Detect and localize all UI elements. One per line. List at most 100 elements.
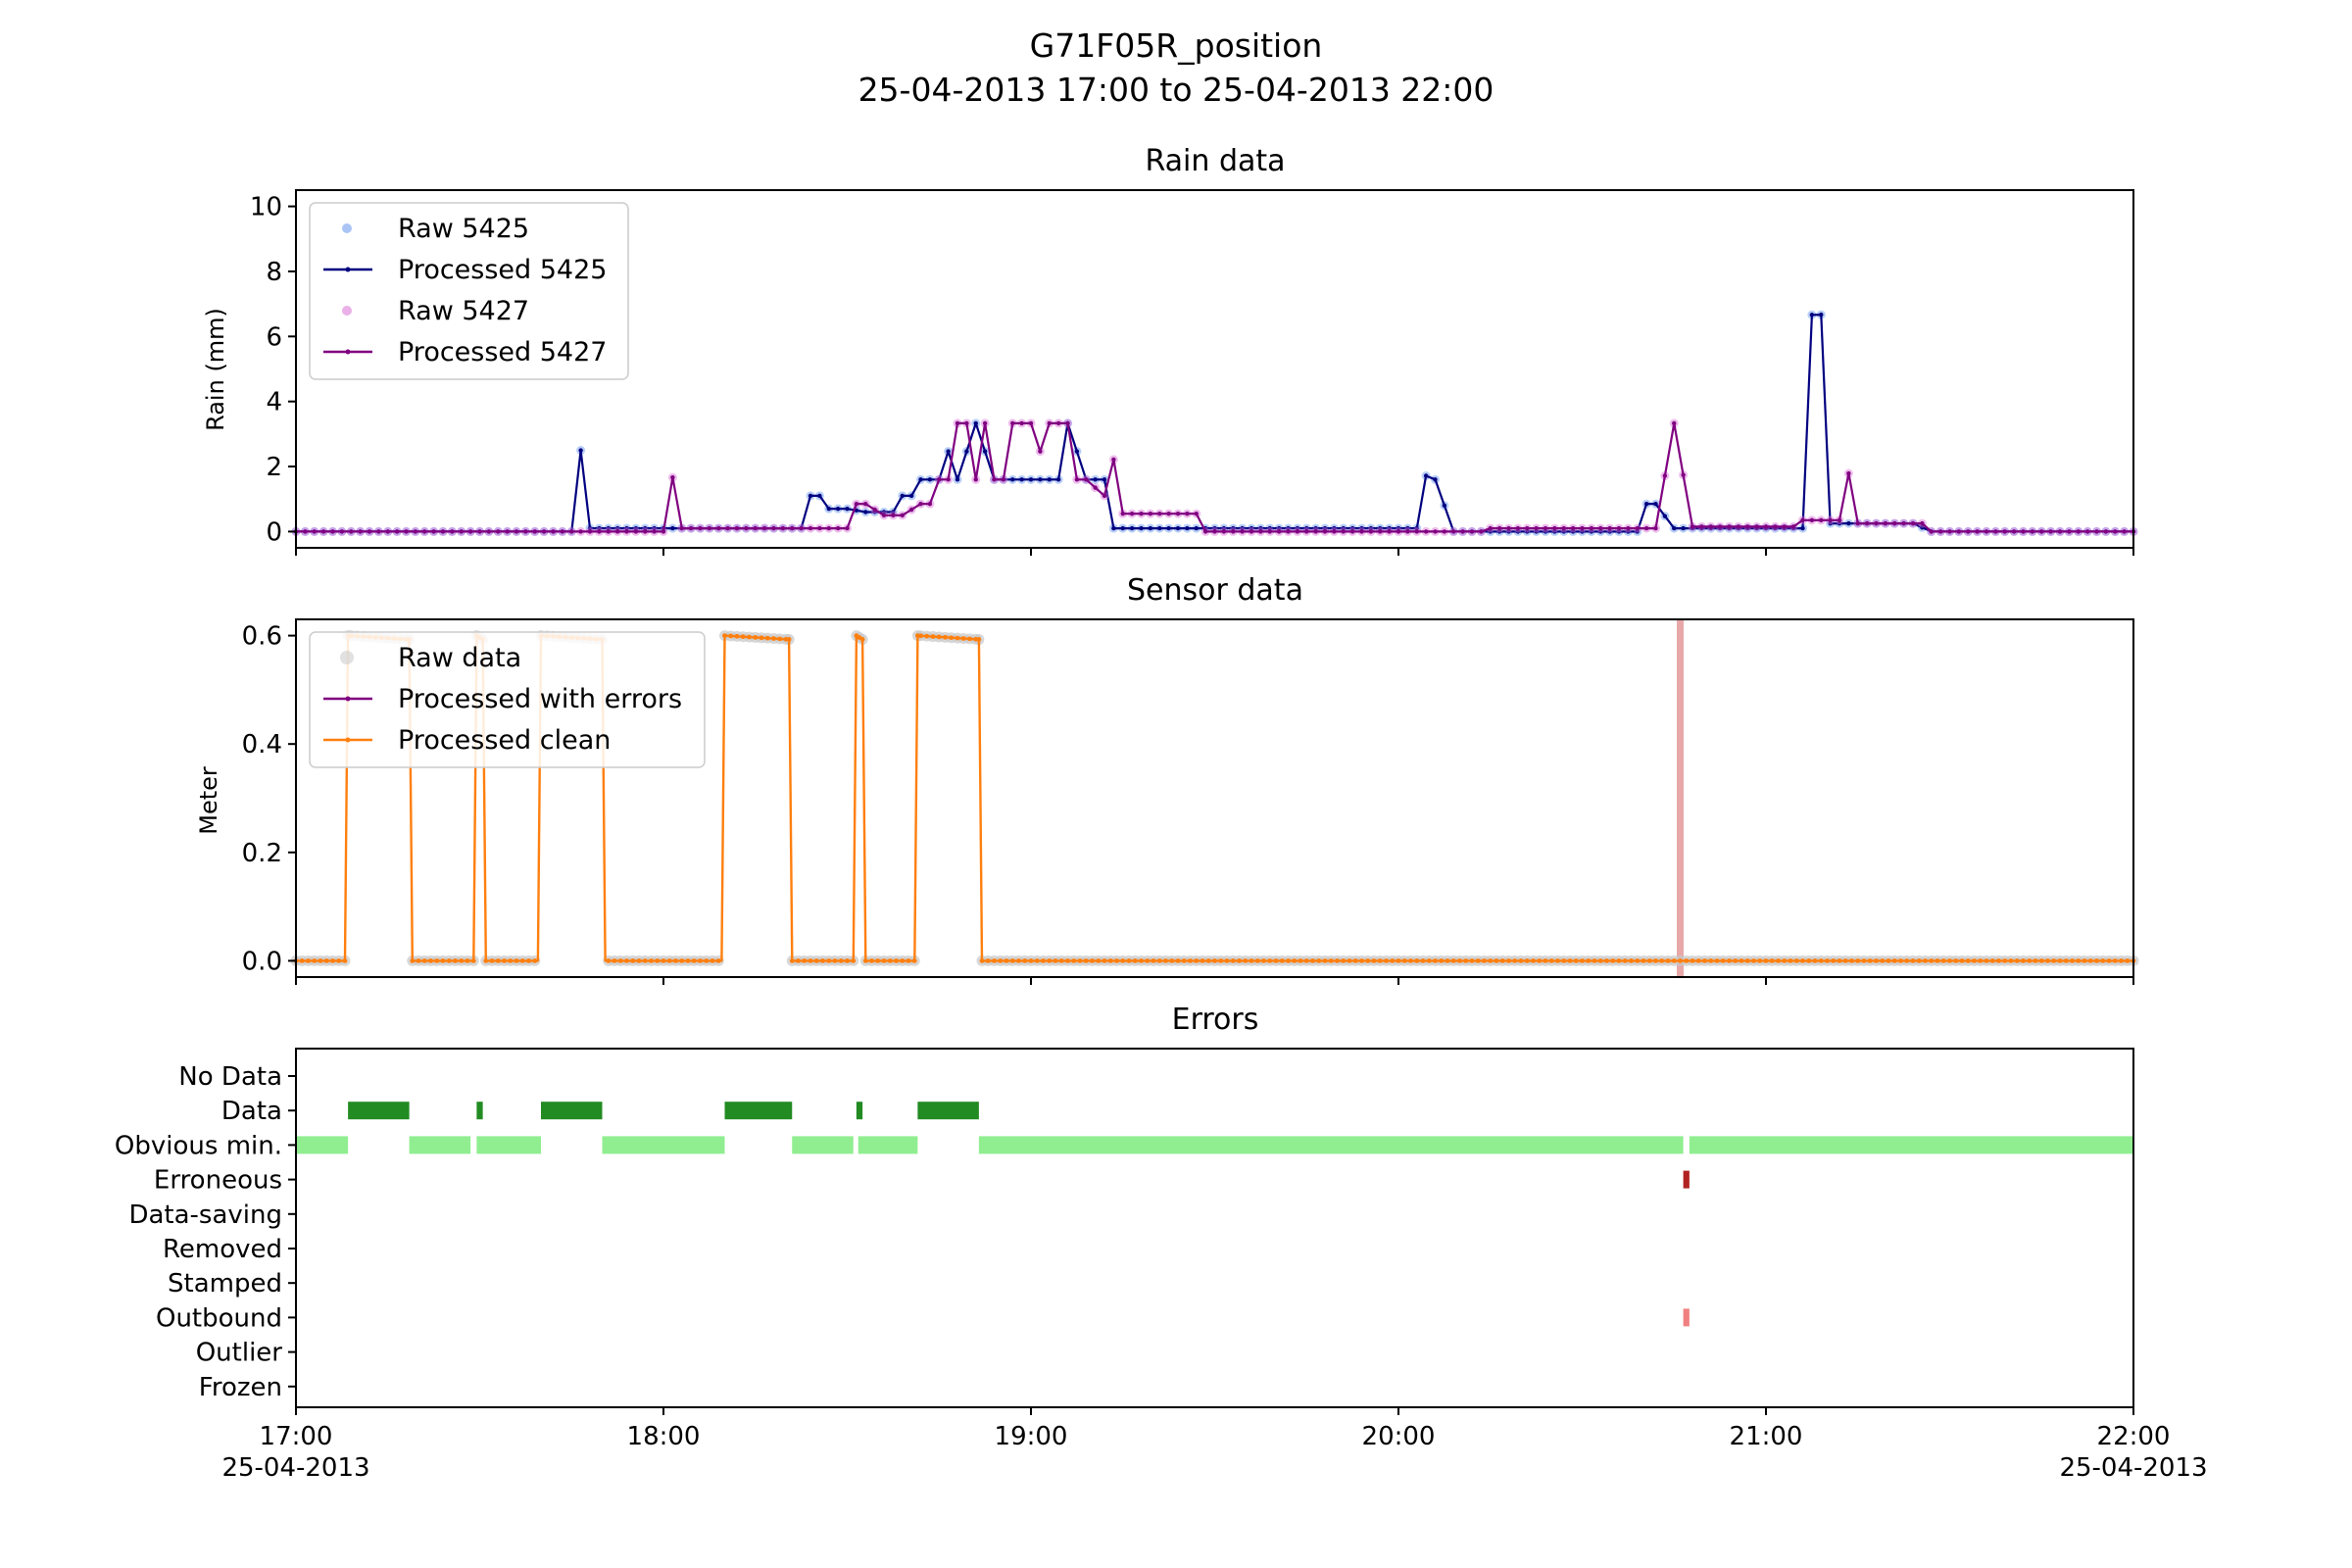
rain-processed-point-5427 (496, 529, 501, 534)
sensor-processed-clean-point (924, 633, 930, 639)
rain-processed-point-5425 (1598, 529, 1603, 534)
rain-processed-point-5427 (505, 529, 510, 534)
rain-processed-point-5427 (1047, 420, 1052, 426)
sensor-processed-clean-point (1371, 958, 1377, 963)
rain-processed-point-5427 (376, 529, 381, 534)
rain-processed-point-5427 (1258, 529, 1263, 534)
rain-processed-point-5425 (1231, 525, 1236, 531)
sensor-processed-clean-point (796, 958, 801, 963)
rain-processed-point-5427 (1901, 520, 1906, 526)
rain-processed-point-5425 (1570, 529, 1576, 534)
sensor-processed-clean-point (1849, 958, 1854, 963)
sensor-processed-clean-point (1488, 958, 1494, 963)
rain-processed-point-5425 (955, 477, 960, 482)
rain-processed-point-5427 (1249, 529, 1254, 534)
rain-processed-point-5427 (404, 529, 409, 534)
sensor-processed-clean-point (967, 636, 972, 642)
error-bar-obvious-min (792, 1136, 854, 1154)
sensor-processed-clean-point (832, 958, 838, 963)
rain-processed-point-5425 (982, 449, 988, 454)
rain-processed-point-5425 (863, 510, 868, 514)
rain-processed-point-5427 (1855, 520, 1860, 526)
sensor-processed-clean-point (1861, 958, 1867, 963)
rain-processed-point-5427 (1102, 493, 1107, 499)
rain-processed-point-5425 (1249, 525, 1254, 531)
sensor-processed-clean-point (1580, 958, 1585, 963)
sensor-processed-clean-point (1714, 958, 1720, 963)
sensor-processed-clean-point (617, 958, 623, 963)
sensor-plot-frame (295, 618, 2134, 978)
rain-processed-point-5427 (1221, 529, 1227, 534)
rain-processed-point-5427 (1396, 529, 1401, 534)
sensor-processed-clean-point (1249, 958, 1254, 963)
sensor-processed-clean-point (1898, 958, 1903, 963)
rain-processed-point-5425 (1111, 525, 1116, 531)
rain-legend-marker (342, 306, 352, 316)
sensor-processed-clean-point (1499, 958, 1505, 963)
rain-processed-point-5425 (578, 448, 583, 453)
sensor-processed-clean-point (1653, 958, 1658, 963)
rain-processed-point-5427 (330, 529, 335, 534)
sensor-processed-clean-point (1610, 958, 1616, 963)
sensor-processed-clean-point (630, 958, 636, 963)
rain-processed-point-5425 (1074, 449, 1080, 454)
rain-processed-point-5427 (349, 529, 354, 534)
sensor-processed-clean-point (1041, 958, 1046, 963)
rain-processed-point-5427 (2113, 529, 2118, 534)
rain-processed-point-5427 (1681, 472, 1686, 477)
sensor-processed-clean-point (318, 958, 323, 963)
rain-processed-point-5427 (1525, 525, 1530, 531)
sensor-processed-clean-point (789, 958, 795, 963)
rain-processed-point-5427 (1993, 529, 1998, 534)
rain-processed-point-5427 (808, 525, 813, 531)
rain-processed-point-5427 (1139, 511, 1144, 516)
rain-legend-label: Processed 5425 (398, 255, 607, 285)
sensor-processed-clean-point (1543, 958, 1548, 963)
sensor-processed-clean-point (661, 958, 666, 963)
sensor-processed-clean-point (1058, 958, 1064, 963)
sensor-processed-clean-point (336, 958, 342, 963)
sensor-processed-clean-point (2100, 958, 2106, 963)
rain-processed-point-5425 (1607, 529, 1612, 534)
sensor-processed-clean-point (1261, 958, 1266, 963)
x-tick-label: 17:00 (260, 1422, 333, 1451)
sensor-processed-clean-point (1940, 958, 1946, 963)
rain-processed-point-5427 (551, 529, 556, 534)
sensor-processed-clean-point (2087, 958, 2093, 963)
rain-processed-point-5425 (1157, 525, 1162, 531)
sensor-processed-clean-point (1842, 958, 1848, 963)
sensor-processed-clean-point (1684, 958, 1690, 963)
rain-processed-point-5425 (1010, 477, 1015, 482)
rain-processed-point-5427 (1460, 529, 1465, 534)
sensor-processed-clean-point (1635, 958, 1641, 963)
rain-processed-point-5427 (606, 529, 611, 534)
errors-category-label: Stamped (168, 1269, 282, 1298)
sensor-y-tick-label: 0.2 (242, 839, 282, 868)
sensor-processed-clean-point (1506, 958, 1511, 963)
rain-processed-point-5427 (1543, 525, 1548, 531)
rain-processed-point-5427 (1717, 524, 1723, 529)
sensor-processed-clean-point (1910, 958, 1916, 963)
rain-processed-point-5427 (440, 529, 446, 534)
rain-processed-point-5427 (1442, 529, 1447, 534)
sensor-processed-clean-point (495, 958, 501, 963)
sensor-processed-clean-point (1531, 958, 1536, 963)
rain-processed-point-5427 (1001, 477, 1006, 482)
sensor-processed-clean-point (943, 634, 948, 640)
sensor-processed-clean-point (2051, 958, 2057, 963)
rain-processed-point-5425 (1800, 525, 1805, 531)
rain-processed-point-5427 (422, 529, 427, 534)
sensor-processed-clean-point (483, 958, 489, 963)
sensor-processed-clean-point (1537, 958, 1543, 963)
sensor-processed-clean-point (813, 958, 819, 963)
sensor-processed-clean-point (1494, 958, 1499, 963)
rain-processed-point-5427 (1038, 449, 1043, 454)
rain-processed-point-5427 (761, 525, 767, 531)
rain-processed-point-5425 (1286, 525, 1291, 531)
sensor-processed-clean-point (649, 958, 654, 963)
rain-processed-point-5427 (982, 420, 988, 426)
sensor-processed-clean-point (532, 958, 538, 963)
rain-processed-point-5425 (1240, 525, 1245, 531)
sensor-processed-clean-point (887, 958, 893, 963)
rain-processed-point-5427 (1589, 525, 1594, 531)
